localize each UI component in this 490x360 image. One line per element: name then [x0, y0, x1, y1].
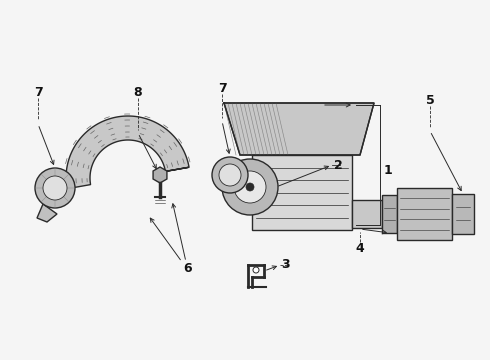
Circle shape	[222, 159, 278, 215]
Text: 3: 3	[281, 258, 289, 271]
Circle shape	[43, 176, 67, 200]
Polygon shape	[153, 167, 167, 183]
Text: 7: 7	[218, 81, 226, 95]
Circle shape	[246, 183, 254, 191]
Polygon shape	[66, 116, 189, 189]
Circle shape	[212, 157, 248, 193]
Text: 5: 5	[426, 94, 434, 107]
Polygon shape	[224, 103, 374, 155]
Text: 6: 6	[184, 261, 192, 274]
Text: 2: 2	[334, 158, 343, 171]
Polygon shape	[153, 167, 189, 174]
Text: 8: 8	[134, 86, 142, 99]
Circle shape	[234, 171, 266, 203]
Circle shape	[35, 168, 75, 208]
Polygon shape	[397, 188, 452, 240]
Polygon shape	[37, 204, 57, 222]
Text: 1: 1	[384, 163, 392, 176]
Polygon shape	[452, 194, 474, 234]
Polygon shape	[352, 200, 382, 228]
Polygon shape	[252, 155, 352, 230]
Circle shape	[253, 267, 259, 273]
Circle shape	[219, 164, 241, 186]
Text: 7: 7	[34, 86, 42, 99]
Polygon shape	[382, 195, 397, 233]
Text: 4: 4	[356, 242, 365, 255]
